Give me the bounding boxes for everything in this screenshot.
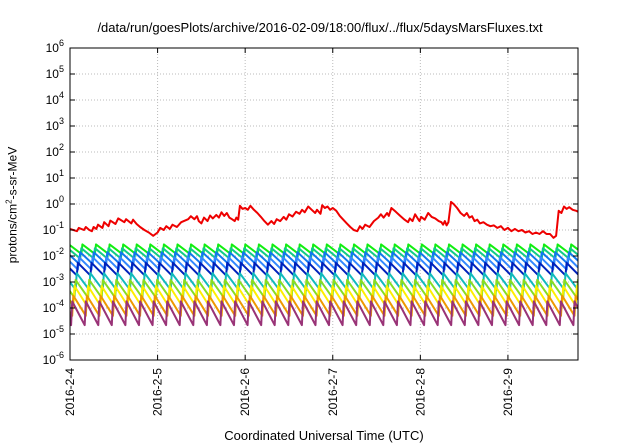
x-axis-label: Coordinated Universal Time (UTC) bbox=[224, 428, 424, 443]
y-tick-label: 10-4 bbox=[43, 298, 64, 315]
y-tick-label: 106 bbox=[46, 38, 64, 55]
y-tick-label: 10-5 bbox=[43, 324, 64, 341]
series-line bbox=[70, 256, 578, 271]
y-tick-label: 10-1 bbox=[43, 220, 64, 237]
y-tick-label: 10-6 bbox=[43, 350, 64, 367]
series-line bbox=[70, 261, 578, 277]
x-tick-label: 2016-2-8 bbox=[413, 368, 427, 416]
y-tick-label: 100 bbox=[46, 194, 64, 211]
y-tick-labels: 10-6 10-5 10-4 10-3 10-2 10-1 100 101 102 103 104 1… bbox=[43, 38, 64, 367]
y-tick-label: 102 bbox=[46, 142, 64, 159]
y-tick-label: 105 bbox=[46, 64, 64, 81]
x-tick-label: 2016-2-7 bbox=[326, 368, 340, 416]
x-tick-labels: 2016-2-4 2016-2-5 2016-2-6 2016-2-7 2016-2-8… bbox=[63, 368, 515, 416]
y-tick-label: 10-3 bbox=[43, 272, 64, 289]
series-line bbox=[70, 251, 578, 265]
y-tick-label: 101 bbox=[46, 168, 64, 185]
y-tick-label: 103 bbox=[46, 116, 64, 133]
axis-ticks bbox=[69, 47, 578, 361]
y-tick-label: 104 bbox=[46, 90, 64, 107]
series-line bbox=[70, 200, 578, 239]
x-tick-label: 2016-2-5 bbox=[151, 368, 165, 416]
x-tick-label: 2016-2-9 bbox=[501, 368, 515, 416]
chart-title: /data/run/goesPlots/archive/2016-02-09/1… bbox=[97, 20, 543, 35]
x-tick-label: 2016-2-4 bbox=[63, 368, 77, 416]
series-line bbox=[70, 300, 578, 327]
y-tick-label: 10-2 bbox=[43, 246, 64, 263]
x-tick-label: 2016-2-6 bbox=[238, 368, 252, 416]
series-group bbox=[70, 200, 578, 327]
